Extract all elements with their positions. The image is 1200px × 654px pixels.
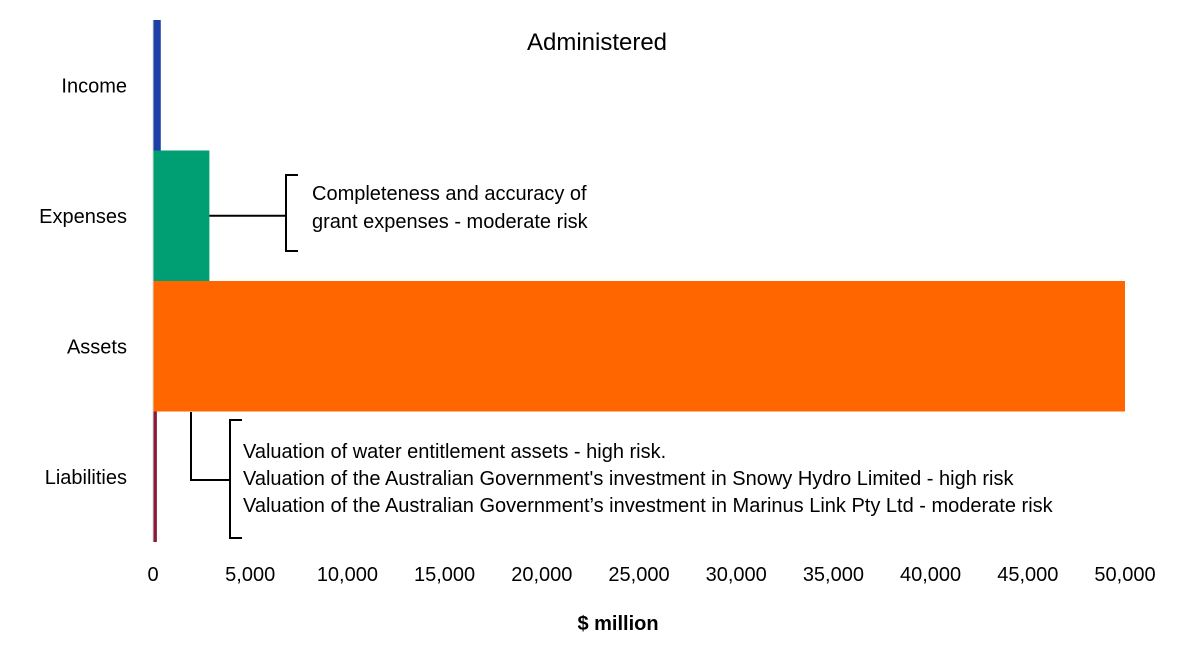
bar-expenses [153,150,210,281]
annotation-text-expenses: Completeness and accuracy of [312,183,587,205]
annotation-text-liabilities: Valuation of the Australian Government's… [243,468,1014,490]
x-tick-label: 30,000 [706,564,767,586]
x-tick-label: 35,000 [803,564,864,586]
bars-group [153,20,1125,542]
category-label-expenses: Expenses [39,206,127,228]
bar-income [153,20,161,151]
x-tick-label: 45,000 [997,564,1058,586]
bar-assets [153,281,1125,412]
x-tick-label: 0 [147,564,158,586]
category-labels: Income Expenses Assets Liabilities [39,75,127,489]
x-tick-label: 25,000 [608,564,669,586]
annotations-group: Completeness and accuracy of grant expens… [190,174,1054,539]
category-label-liabilities: Liabilities [45,467,127,489]
x-tick-label: 15,000 [414,564,475,586]
annotation-bracket-liabilities [229,419,242,539]
annotation-connector-liabilities [190,412,230,481]
annotation-text-expenses: grant expenses - moderate risk [312,211,589,233]
chart-title: Administered [527,29,667,56]
annotation-bracket-expenses [285,174,298,252]
annotation-text-liabilities: Valuation of the Australian Government’s… [243,495,1054,517]
x-tick-label: 40,000 [900,564,961,586]
x-tick-label: 20,000 [511,564,572,586]
x-tick-label: 10,000 [317,564,378,586]
bar-liabilities [153,411,157,542]
category-label-assets: Assets [67,336,127,358]
category-label-income: Income [61,75,127,97]
annotation-text-liabilities: Valuation of water entitlement assets - … [243,441,666,463]
x-tick-labels: 0 5,000 10,000 15,000 20,000 25,000 30,000 35,0… [147,564,1155,586]
x-tick-label: 5,000 [225,564,275,586]
x-axis-label: $ million [577,613,658,635]
x-tick-label: 50,000 [1094,564,1155,586]
